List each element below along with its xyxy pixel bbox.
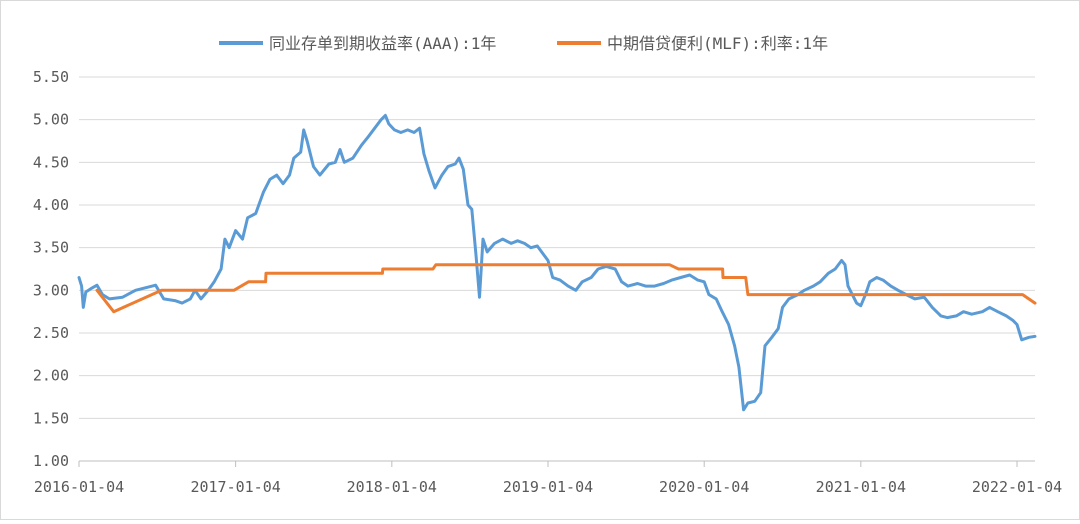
series-lines xyxy=(77,113,1037,412)
x-tick-label: 2022-01-04 xyxy=(972,478,1062,496)
x-axis-ticks: 2016-01-04 2017-01-04 2018-01-04 2019-01-04… xyxy=(34,461,1062,496)
y-tick-label: 4.50 xyxy=(33,153,69,171)
x-tick-label: 2016-01-04 xyxy=(34,478,124,496)
x-tick-label: 2021-01-04 xyxy=(816,478,906,496)
x-tick-label: 2020-01-04 xyxy=(659,478,749,496)
gridlines xyxy=(79,76,1035,462)
y-tick-label: 1.50 xyxy=(33,409,69,427)
y-tick-label: 1.00 xyxy=(33,452,69,470)
x-tick-label: 2017-01-04 xyxy=(190,478,280,496)
y-tick-label: 4.00 xyxy=(33,196,69,214)
legend: 同业存单到期收益率(AAA):1年 中期借贷便利(MLF):利率:1年 xyxy=(219,34,828,53)
series-line-ncd-yield xyxy=(77,113,1037,412)
y-tick-label: 5.00 xyxy=(33,111,69,129)
y-tick-label: 3.50 xyxy=(33,239,69,257)
x-tick-label: 2019-01-04 xyxy=(503,478,593,496)
y-tick-label: 5.50 xyxy=(33,68,69,86)
legend-label-mlf-rate: 中期借贷便利(MLF):利率:1年 xyxy=(607,34,828,53)
y-tick-label: 3.00 xyxy=(33,281,69,299)
y-axis-ticks: 1.00 1.50 2.00 2.50 3.00 3.50 4.00 4.50 5.00 5.50 xyxy=(33,68,69,470)
y-tick-label: 2.00 xyxy=(33,367,69,385)
x-tick-label: 2018-01-04 xyxy=(347,478,437,496)
y-tick-label: 2.50 xyxy=(33,324,69,342)
legend-label-ncd-yield: 同业存单到期收益率(AAA):1年 xyxy=(269,34,496,53)
series-line-mlf-rate xyxy=(95,263,1037,314)
